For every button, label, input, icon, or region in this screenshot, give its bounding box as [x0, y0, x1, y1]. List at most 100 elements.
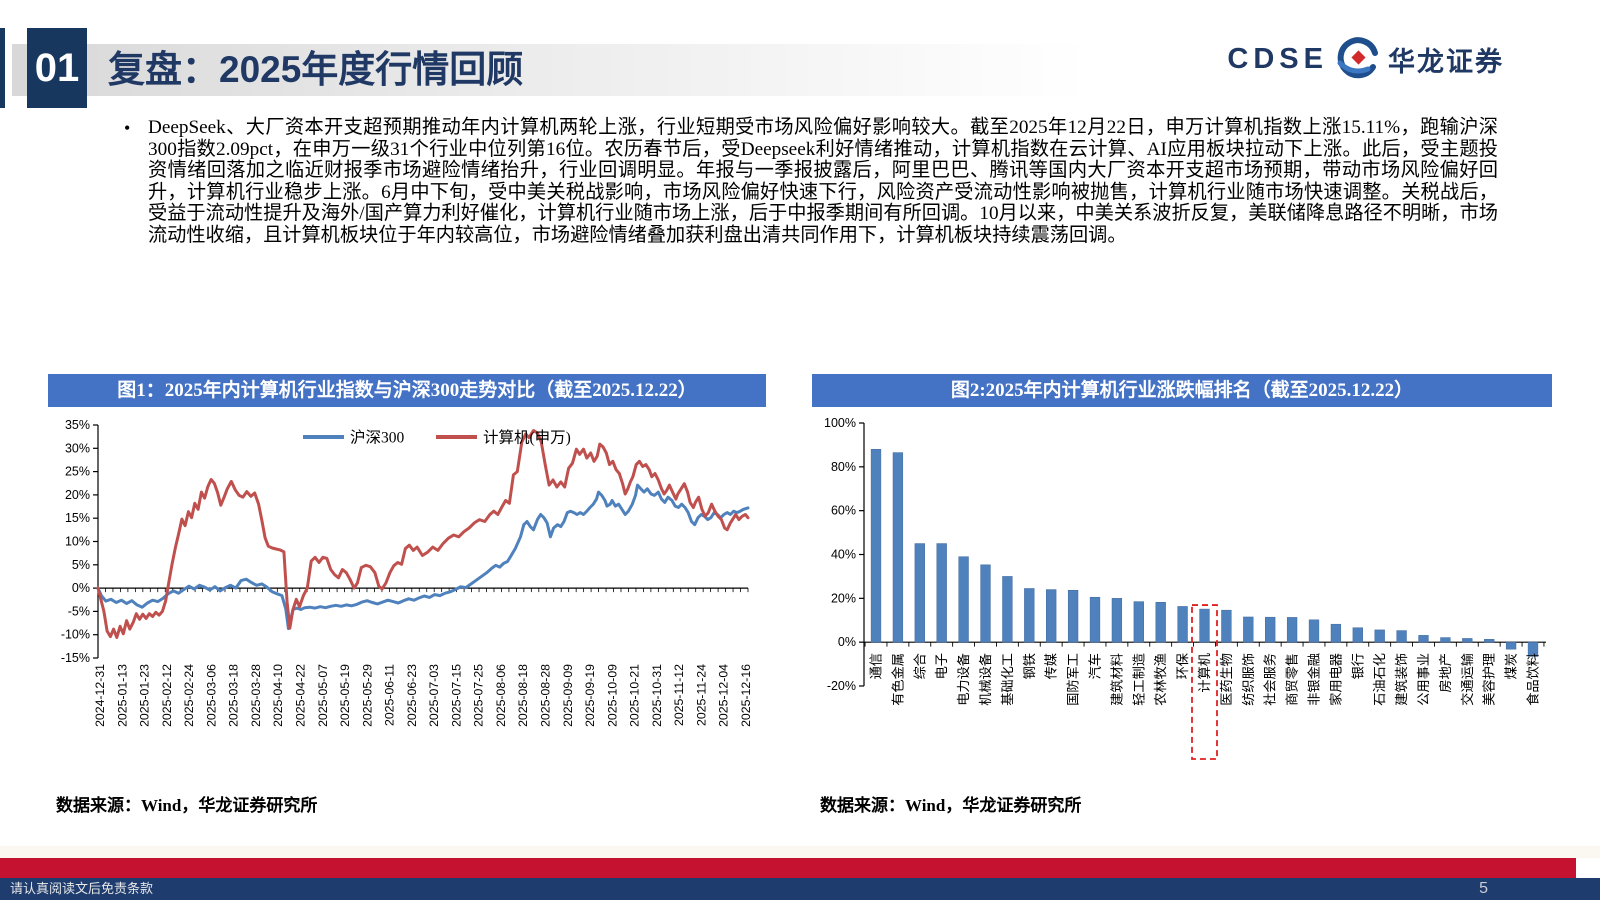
- x-tick-label: 2025-01-23: [138, 664, 152, 727]
- category-label: 非银金融: [1307, 653, 1322, 706]
- bar-石油石化: [1374, 629, 1385, 643]
- bar-轻工制造: [1133, 601, 1144, 643]
- category-label: 医药生物: [1219, 653, 1234, 706]
- category-label: 钢铁: [1022, 653, 1037, 679]
- footer-red-bar: [0, 858, 1576, 878]
- svg-text:25%: 25%: [65, 465, 90, 479]
- bar-chart-canvas: 100% 80% 60% 40% 20% 0% -20% 通信 有色金属 综合 电子 电力设备 机械设备…: [824, 416, 1546, 760]
- category-label: 机械设备: [977, 653, 993, 706]
- highlight-box-computer: [1191, 604, 1218, 760]
- svg-text:5%: 5%: [72, 558, 90, 572]
- bar-汽车: [1089, 596, 1101, 643]
- x-tick-label: 2025-03-18: [227, 664, 241, 727]
- x-tick-label: 2025-05-07: [316, 664, 330, 727]
- category-label: 国防军工: [1066, 653, 1081, 706]
- bar-交通运输: [1462, 638, 1473, 643]
- x-tick-label: 2025-09-19: [583, 664, 597, 727]
- x-tick-label: 2025-10-21: [628, 664, 642, 727]
- bar-社会服务: [1265, 616, 1276, 643]
- category-label: 房地产: [1438, 653, 1453, 693]
- x-tick-label: 2025-08-06: [494, 664, 508, 727]
- category-label: 商贸零售: [1285, 653, 1300, 706]
- bar-钢铁: [1024, 588, 1035, 643]
- bar-医药生物: [1221, 609, 1232, 643]
- category-label: 银行: [1350, 653, 1365, 679]
- bar-有色金属: [892, 452, 904, 643]
- x-tick-label: 2025-10-31: [650, 664, 664, 727]
- svg-text:40%: 40%: [831, 548, 856, 562]
- svg-text:-20%: -20%: [827, 679, 856, 693]
- bar-商贸零售: [1286, 617, 1298, 643]
- category-label: 公用事业: [1416, 653, 1431, 706]
- category-label: 石油石化: [1372, 653, 1387, 706]
- svg-text:60%: 60%: [831, 504, 856, 518]
- x-tick-label: 2025-12-04: [717, 664, 731, 727]
- category-label: 食品饮料: [1525, 653, 1541, 706]
- bar-银行: [1352, 627, 1363, 643]
- x-tick-label: 2025-03-06: [204, 664, 218, 727]
- x-tick-label: 2025-04-22: [293, 664, 307, 727]
- bar-食品饮料: [1527, 641, 1539, 657]
- x-tick-label: 2025-05-29: [360, 664, 374, 727]
- x-tick-label: 2025-10-09: [605, 664, 619, 727]
- figure2-bar-chart: 100% 80% 60% 40% 20% 0% -20% 通信 有色金属 综合 电子 电力设备 机械设备…: [812, 407, 1552, 784]
- category-label: 社会服务: [1263, 653, 1278, 706]
- category-label: 有色金属: [889, 653, 905, 706]
- x-tick-label: 2025-06-23: [405, 664, 419, 727]
- bar-电子: [936, 543, 947, 643]
- category-label: 计算机: [1197, 653, 1212, 693]
- category-label: 基础化工: [1000, 653, 1015, 706]
- bar-纺织服饰: [1243, 616, 1254, 643]
- bar-计算机: [1199, 608, 1210, 643]
- svg-text:10%: 10%: [65, 535, 90, 549]
- svg-text:-10%: -10%: [61, 628, 90, 642]
- svg-text:-5%: -5%: [68, 604, 90, 618]
- bar-综合: [914, 543, 925, 643]
- svg-text:30%: 30%: [65, 441, 90, 455]
- svg-text:15%: 15%: [65, 511, 90, 525]
- category-label: 建筑装饰: [1394, 653, 1409, 706]
- footer-bar: 请认真阅读文后免责条款 5: [0, 878, 1600, 900]
- svg-text:0%: 0%: [838, 635, 856, 649]
- page-number: 5: [1479, 880, 1488, 897]
- brand-logo: CDSE 华龙证券: [1227, 36, 1504, 82]
- x-tick-label: 2025-02-24: [182, 664, 196, 727]
- svg-text:80%: 80%: [831, 460, 856, 474]
- category-label: 传媒: [1044, 653, 1059, 679]
- logo-text-en: CDSE: [1227, 42, 1328, 75]
- category-label: 农林牧渔: [1153, 653, 1168, 706]
- logo-swirl-icon: [1337, 37, 1378, 79]
- figure1-line-chart: 35% 30% 25% 20% 15% 10% 5% 0% -5% -10% -15% 2024-12…: [48, 407, 766, 784]
- x-tick-label: 2025-01-13: [115, 664, 129, 727]
- x-tick-label: 2025-08-18: [516, 664, 530, 727]
- figure2-source: 数据来源：Wind，华龙证券研究所: [820, 796, 1082, 815]
- figure2-title: 图2:2025年内计算机行业涨跌幅排名（截至2025.12.22）: [812, 374, 1552, 407]
- bar-建筑材料: [1111, 598, 1123, 643]
- legend-computer-label: 计算机(申万): [483, 428, 571, 447]
- figure1-title: 图1：2025年内计算机行业指数与沪深300走势对比（截至2025.12.22）: [48, 374, 766, 407]
- bullet-marker: •: [124, 118, 131, 138]
- footer-cream-strip: [0, 846, 1600, 858]
- bar-电力设备: [958, 556, 969, 643]
- logo-text-cn: 华龙证券: [1388, 46, 1504, 77]
- x-tick-label: 2025-04-10: [271, 664, 285, 727]
- bar-传媒: [1046, 589, 1057, 643]
- x-tick-label: 2025-07-03: [427, 664, 441, 727]
- bar-煤炭: [1505, 641, 1517, 650]
- x-tick-label: 2025-02-12: [160, 664, 174, 727]
- svg-text:35%: 35%: [65, 418, 90, 432]
- category-label: 电子: [934, 653, 949, 679]
- x-tick-label: 2025-05-19: [338, 664, 352, 727]
- bar-国防军工: [1067, 589, 1079, 643]
- category-label: 交通运输: [1459, 653, 1475, 706]
- section-number-badge: 01: [27, 28, 87, 108]
- bar-家用电器: [1330, 623, 1342, 643]
- category-label: 建筑材料: [1109, 653, 1124, 706]
- summary-block: • DeepSeek、大厂资本开支超预期推动年内计算机两轮上涨，行业短期受市场风…: [120, 117, 1498, 246]
- bar-机械设备: [980, 564, 991, 643]
- x-tick-label: 2025-09-09: [561, 664, 575, 727]
- figure1-source: 数据来源：Wind，华龙证券研究所: [56, 796, 318, 815]
- section-number: 01: [34, 45, 80, 90]
- series-computer-line: [96, 429, 750, 639]
